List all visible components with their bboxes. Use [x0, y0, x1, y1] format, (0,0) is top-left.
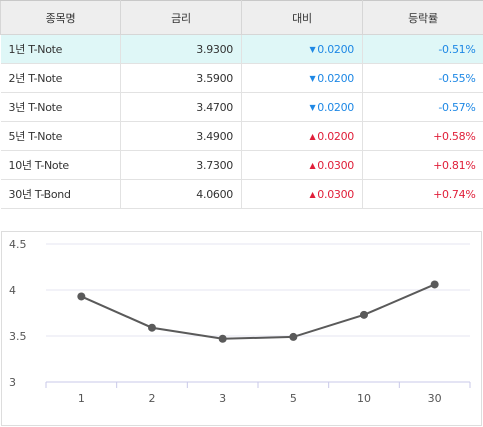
cell-pct: +0.81%: [362, 150, 483, 180]
cell-pct: -0.55%: [362, 63, 483, 93]
change-value: 0.0200: [317, 42, 354, 56]
yield-curve-chart: 3 3.5 4 4.5 1 2 3 5 10 30: [1, 231, 482, 426]
triangle-down-icon: ▼: [309, 102, 316, 112]
y-tick-label: 4.5: [9, 238, 27, 251]
cell-rate: 3.4900: [120, 121, 242, 151]
cell-rate: 3.5900: [120, 63, 242, 93]
header-name[interactable]: 종목명: [0, 0, 121, 35]
cell-pct: +0.58%: [362, 121, 483, 151]
cell-rate: 3.7300: [120, 150, 242, 180]
chart-svg: 3 3.5 4 4.5 1 2 3 5 10 30: [9, 238, 471, 405]
table-row[interactable]: 5년 T-Note 3.4900 ▲ 0.0200 +0.58%: [0, 121, 483, 151]
table-header-row: 종목명 금리 대비 등락률: [0, 0, 483, 35]
cell-change: ▼ 0.0200: [241, 63, 363, 93]
data-point: [148, 323, 156, 332]
y-tick-label: 3.5: [9, 330, 27, 343]
data-point: [430, 280, 439, 289]
cell-change: ▲ 0.0200: [241, 121, 363, 151]
table-row[interactable]: 30년 T-Bond 4.0600 ▲ 0.0300 +0.74%: [0, 179, 483, 209]
header-change[interactable]: 대비: [241, 0, 363, 35]
cell-name[interactable]: 30년 T-Bond: [0, 179, 121, 209]
change-value: 0.0300: [317, 158, 354, 172]
cell-change: ▼ 0.0200: [241, 92, 363, 122]
cell-pct: -0.51%: [362, 34, 483, 64]
cell-name[interactable]: 5년 T-Note: [0, 121, 121, 151]
cell-rate: 3.4700: [120, 92, 242, 122]
y-tick-label: 4: [9, 284, 16, 297]
x-tick-label: 30: [428, 392, 442, 405]
cell-pct: -0.57%: [362, 92, 483, 122]
change-value: 0.0200: [317, 71, 354, 85]
cell-change: ▲ 0.0300: [241, 179, 363, 209]
data-point: [218, 334, 227, 343]
x-tick-label: 1: [78, 392, 85, 405]
triangle-down-icon: ▼: [309, 44, 316, 54]
cell-name[interactable]: 1년 T-Note: [0, 34, 121, 64]
change-value: 0.0200: [317, 129, 354, 143]
data-point: [360, 310, 368, 319]
triangle-up-icon: ▲: [309, 131, 316, 141]
cell-pct: +0.74%: [362, 179, 483, 209]
data-point: [77, 292, 86, 301]
cell-change: ▼ 0.0200: [241, 34, 363, 64]
cell-rate: 4.0600: [120, 179, 242, 209]
cell-name[interactable]: 10년 T-Note: [0, 150, 121, 180]
table-row[interactable]: 1년 T-Note 3.9300 ▼ 0.0200 -0.51%: [0, 34, 483, 64]
x-tick-label: 3: [219, 392, 226, 405]
triangle-down-icon: ▼: [309, 73, 316, 83]
x-tick-label: 5: [290, 392, 297, 405]
table-row[interactable]: 2년 T-Note 3.5900 ▼ 0.0200 -0.55%: [0, 63, 483, 93]
change-value: 0.0200: [317, 100, 354, 114]
header-rate[interactable]: 금리: [120, 0, 242, 35]
triangle-up-icon: ▲: [309, 160, 316, 170]
cell-rate: 3.9300: [120, 34, 242, 64]
series-line: [80, 283, 436, 340]
table-row[interactable]: 3년 T-Note 3.4700 ▼ 0.0200 -0.57%: [0, 92, 483, 122]
table-row[interactable]: 10년 T-Note 3.7300 ▲ 0.0300 +0.81%: [0, 150, 483, 180]
x-tick-label: 2: [149, 392, 156, 405]
cell-change: ▲ 0.0300: [241, 150, 363, 180]
triangle-up-icon: ▲: [309, 189, 316, 199]
change-value: 0.0300: [317, 187, 354, 201]
cell-name[interactable]: 2년 T-Note: [0, 63, 121, 93]
x-tick-label: 10: [357, 392, 371, 405]
yield-table: 종목명 금리 대비 등락률 1년 T-Note 3.9300 ▼ 0.0200 -0.5…: [0, 0, 483, 209]
cell-name[interactable]: 3년 T-Note: [0, 92, 121, 122]
header-pct[interactable]: 등락률: [362, 0, 483, 35]
data-point: [289, 332, 298, 341]
y-tick-label: 3: [9, 376, 16, 389]
